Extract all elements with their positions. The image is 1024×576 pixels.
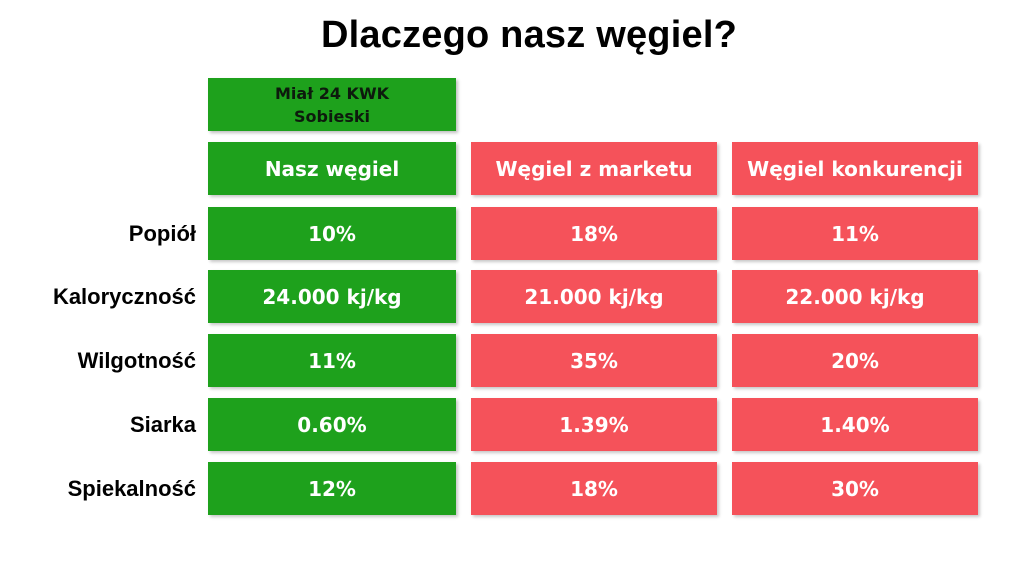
cell-sulfur-market-coal: 1.39% [471,398,717,451]
row-label-calorific-value: Kaloryczność [52,283,196,309]
cell-caking-market-coal: 18% [471,462,717,515]
cell-ash-market-coal: 18% [471,207,717,260]
cell-moisture-competitor-coal: 20% [732,334,978,387]
cell-calorific-market-coal: 21.000 kj/kg [471,270,717,323]
column-header-our-coal: Nasz węgiel [208,142,456,195]
cell-sulfur-our-coal: 0.60% [208,398,456,451]
page-title: Dlaczego nasz węgiel? [321,14,737,56]
cell-caking-competitor-coal: 30% [732,462,978,515]
cell-moisture-our-coal: 11% [208,334,456,387]
row-label-ash: Popiół [128,220,196,246]
row-label-moisture: Wilgotność [77,347,196,373]
column-header-competitor-coal: Węgiel konkurencji [732,142,978,195]
cell-ash-competitor-coal: 11% [732,207,978,260]
cell-ash-our-coal: 10% [208,207,456,260]
column-header-market-coal: Węgiel z marketu [471,142,717,195]
cell-sulfur-competitor-coal: 1.40% [732,398,978,451]
cell-moisture-market-coal: 35% [471,334,717,387]
cell-caking-our-coal: 12% [208,462,456,515]
cell-calorific-our-coal: 24.000 kj/kg [208,270,456,323]
row-label-sulfur: Siarka [129,411,196,437]
product-subheader-label: Miał 24 KWK Sobieski [275,83,389,126]
product-subheader: Miał 24 KWK Sobieski [208,78,456,131]
cell-calorific-competitor-coal: 22.000 kj/kg [732,270,978,323]
row-label-caking: Spiekalność [67,475,196,501]
